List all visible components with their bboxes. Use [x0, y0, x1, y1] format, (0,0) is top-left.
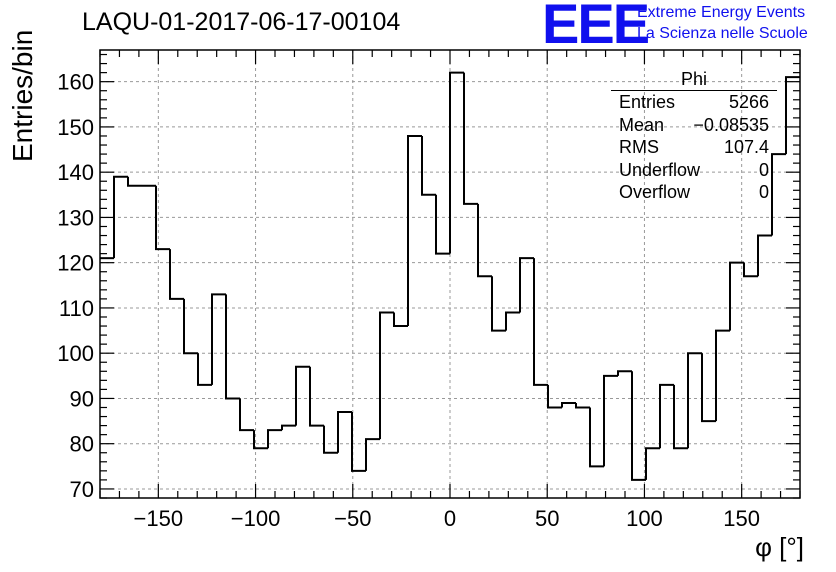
histogram-bin	[743, 262, 758, 278]
stats-value: 0	[758, 159, 769, 180]
histogram-bin	[575, 402, 590, 409]
histogram-bin	[505, 311, 520, 331]
histogram-bin	[421, 135, 436, 196]
histogram-bin	[407, 134, 422, 327]
eee-logo: EEE	[542, 0, 650, 55]
stats-value: −0.08535	[693, 114, 769, 135]
y-tick-label: 70	[70, 477, 94, 502]
histogram-bin	[197, 353, 212, 386]
y-tick-label: 140	[57, 160, 94, 185]
x-tick-label: −100	[231, 506, 281, 531]
logo-line-2: La Scienza nelle Scuole	[637, 25, 808, 42]
histogram-bin	[337, 411, 352, 453]
y-axis-label: Entries/bin	[7, 29, 38, 162]
y-tick-label: 100	[57, 341, 94, 366]
histogram-bin	[701, 353, 716, 423]
histogram-bin	[477, 203, 492, 278]
logo-caption: Extreme Energy Events La Scienza nelle S…	[637, 2, 808, 44]
stats-value: 107.4	[723, 137, 769, 157]
stats-label: Underflow	[619, 159, 701, 180]
histogram-bin	[561, 401, 576, 408]
x-axis-label: φ [°]	[755, 532, 804, 562]
y-tick-label: 110	[59, 296, 94, 321]
x-tick-label: −150	[134, 506, 184, 531]
histogram-bin	[365, 438, 380, 471]
histogram-bin	[673, 384, 688, 450]
x-tick-label: 100	[626, 506, 663, 531]
stats-box: Phi Entries 5266 Mean −0.08535 RMS 107.4…	[611, 68, 777, 204]
histogram-bin	[435, 194, 450, 255]
histogram-bin	[155, 185, 170, 251]
histogram-bin	[211, 293, 226, 385]
histogram-bin	[757, 234, 772, 277]
histogram-bin	[225, 294, 240, 400]
histogram-bin	[239, 398, 254, 432]
histogram-bin	[617, 370, 632, 376]
histogram-bin	[463, 72, 478, 205]
y-tick-label: 130	[57, 205, 94, 230]
stats-label: Entries	[619, 92, 676, 112]
histogram-bin	[645, 447, 660, 480]
histogram-bin	[589, 407, 604, 468]
histogram-bin	[127, 176, 142, 187]
x-tick-label: 50	[535, 506, 559, 531]
logo-line-1: Extreme Energy Events	[637, 4, 806, 21]
histogram-bin	[491, 276, 506, 332]
chart-title: LAQU-01-2017-06-17-00104	[82, 8, 401, 36]
histogram-bin	[253, 430, 268, 450]
histogram-bin	[533, 258, 548, 386]
histogram-bin	[659, 383, 674, 449]
histogram-bin	[729, 261, 744, 331]
stats-label: Mean	[619, 114, 665, 135]
stats-value: 5266	[728, 92, 769, 112]
histogram-bin	[267, 429, 282, 449]
histogram-bin	[771, 153, 786, 236]
histogram-bin	[113, 175, 128, 259]
y-tick-label: 120	[57, 251, 94, 276]
x-tick-label: 0	[444, 506, 456, 531]
y-tick-label: 150	[57, 115, 94, 140]
histogram-bin	[603, 374, 618, 467]
histogram-bin	[631, 371, 646, 481]
x-tick-label: 150	[723, 506, 760, 531]
histogram-bin	[519, 257, 534, 313]
histogram-bin	[379, 311, 394, 440]
stats-value: 0	[758, 182, 769, 202]
y-tick-label: 80	[70, 432, 94, 457]
stats-row-underflow: Underflow 0	[611, 159, 777, 182]
histogram-bin	[715, 329, 730, 422]
stats-label: RMS	[619, 137, 659, 157]
histogram-bin	[687, 352, 702, 449]
histogram-bin	[393, 312, 408, 328]
stats-row-entries: Entries 5266	[611, 91, 777, 114]
stats-row-overflow: Overflow 0	[611, 181, 777, 204]
histogram-bin	[309, 366, 324, 427]
histogram-bin	[281, 424, 296, 431]
histogram-bin	[323, 425, 338, 454]
histogram-bin	[785, 76, 800, 155]
stats-box-title: Phi	[611, 68, 777, 91]
histogram-bin	[183, 298, 198, 355]
histogram-bin	[351, 412, 366, 472]
x-tick-label: −50	[334, 506, 371, 531]
stats-row-mean: Mean −0.08535	[611, 114, 777, 137]
stats-row-rms: RMS 107.4	[611, 136, 777, 159]
stats-label: Overflow	[619, 182, 691, 202]
histogram-bin	[295, 365, 310, 426]
histogram-bin	[169, 249, 184, 300]
histogram-bin	[547, 384, 562, 409]
y-tick-label: 160	[57, 70, 94, 95]
y-tick-label: 90	[70, 386, 94, 411]
histogram-bin	[449, 71, 464, 254]
